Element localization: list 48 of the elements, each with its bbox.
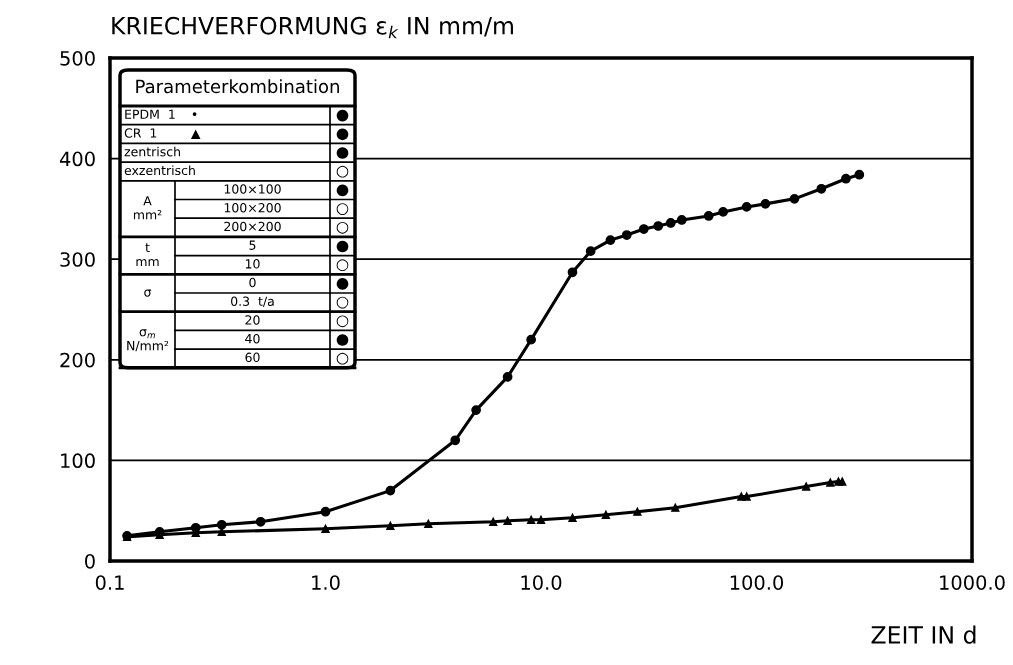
- annotation: 0.3 t/a: [231, 296, 274, 307]
- chart-title: KRIECHVERFORMUNG ε$_{k}$ IN mm/m: [112, 16, 513, 39]
- annotation: ○: [336, 296, 349, 309]
- annotation: ●: [336, 334, 349, 346]
- annotation: ●: [336, 109, 349, 122]
- annotation: ●: [336, 278, 349, 290]
- annotation: 60: [245, 352, 260, 363]
- annotation: σ: [144, 289, 152, 297]
- annotation: ○: [336, 259, 349, 272]
- annotation: ▲: [190, 129, 201, 140]
- annotation: ●: [336, 184, 349, 197]
- annotation: 100×200: [224, 203, 281, 213]
- x-tick-label: 1000.0: [940, 575, 1005, 590]
- y-tick-label: 300: [60, 252, 95, 267]
- x-tick-label: 10.0: [521, 575, 562, 590]
- annotation: exzentrisch: [124, 165, 195, 176]
- y-tick-label: 200: [60, 352, 95, 368]
- annotation: Parameterkombination: [136, 79, 339, 94]
- y-tick-label: 400: [59, 151, 95, 167]
- x-tick-label: 0.1: [95, 575, 124, 590]
- annotation: 0: [249, 277, 256, 288]
- annotation: 5: [249, 240, 256, 250]
- annotation: ○: [336, 315, 349, 328]
- annotation: σ$_{m}$ N/mm²: [127, 329, 169, 352]
- annotation: ●: [336, 147, 349, 159]
- annotation: ○: [336, 203, 349, 215]
- annotation: zentrisch: [124, 146, 180, 157]
- annotation: A mm²: [133, 196, 162, 220]
- annotation: ●: [336, 240, 349, 253]
- annotation: 20: [245, 315, 260, 325]
- annotation: ○: [336, 221, 349, 234]
- annotation: ●: [336, 128, 349, 141]
- annotation: 40: [245, 333, 260, 344]
- annotation: •: [192, 112, 197, 116]
- annotation: ○: [336, 165, 349, 178]
- annotation: t mm: [136, 243, 159, 267]
- annotation: 10: [245, 259, 260, 269]
- x-axis-title: ZEIT IN d: [871, 625, 976, 644]
- annotation: CR 1: [124, 128, 157, 138]
- x-tick-label: 1.0: [312, 575, 340, 590]
- x-tick-label: 100.0: [730, 575, 784, 590]
- annotation: 100×100: [224, 184, 281, 194]
- y-tick-label: 0: [85, 553, 95, 569]
- y-tick-label: 500: [60, 50, 95, 66]
- annotation: EPDM 1: [125, 109, 175, 119]
- annotation: 200×200: [224, 221, 281, 232]
- annotation: ○: [336, 352, 349, 365]
- y-tick-label: 100: [61, 453, 95, 469]
